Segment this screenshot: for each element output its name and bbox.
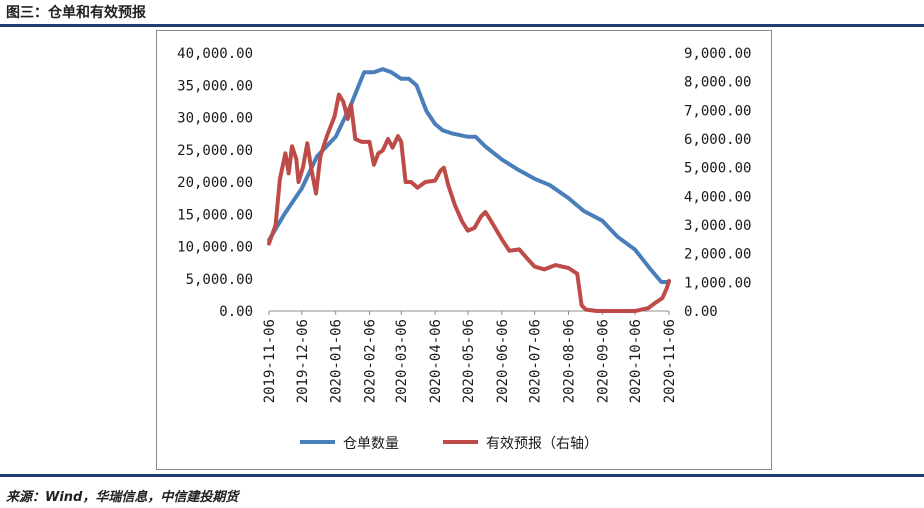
top-rule [0, 24, 924, 27]
y-left-tick-label: 0.00 [219, 304, 253, 320]
y-right-tick-label: 9,000.00 [684, 46, 751, 62]
y-right-tick-label: 4,000.00 [684, 189, 751, 205]
x-tick-label: 2020-09-06 [595, 319, 611, 403]
y-right-tick-label: 3,000.00 [684, 218, 751, 234]
x-tick-label: 2020-03-06 [394, 319, 410, 403]
x-tick-label: 2019-12-06 [295, 319, 311, 403]
x-tick-label: 2020-08-06 [561, 319, 577, 403]
y-left-tick-label: 35,000.00 [177, 78, 253, 94]
legend-label-warrants: 仓单数量 [343, 436, 399, 452]
x-tick-label: 2020-05-06 [461, 319, 477, 403]
chart-frame [156, 30, 772, 470]
x-tick-label: 2020-07-06 [528, 319, 544, 403]
y-left-tick-label: 20,000.00 [177, 175, 253, 191]
x-tick-label: 2020-04-06 [428, 319, 444, 403]
y-left-tick-label: 10,000.00 [177, 240, 253, 256]
series-line-forecast [267, 92, 671, 313]
y-left-tick-label: 30,000.00 [177, 111, 253, 127]
y-right-tick-label: 7,000.00 [684, 103, 751, 119]
x-tick-label: 2020-06-06 [495, 319, 511, 403]
left-axis-ticks: 0.00 5,000.00 10,000.00 15,000.00 20,000.00 2… [177, 46, 253, 320]
y-right-tick-label: 0.00 [684, 304, 718, 320]
x-axis-ticks: 2019-11-06 2019-12-06 2020-01-06 2020-02-06… [262, 311, 678, 403]
legend: 仓单数量 有效预报（右轴） [300, 436, 598, 452]
series-line-warrants [267, 67, 671, 284]
figure-title: 图三：仓单和有效预报 [6, 5, 146, 21]
x-tick-label: 2020-02-06 [363, 319, 379, 403]
y-left-tick-label: 5,000.00 [186, 272, 253, 288]
bottom-rule [0, 474, 924, 477]
y-right-tick-label: 5,000.00 [684, 161, 751, 177]
y-right-tick-label: 8,000.00 [684, 75, 751, 91]
legend-label-forecast: 有效预报（右轴） [486, 436, 598, 452]
x-tick-label: 2020-01-06 [329, 319, 345, 403]
x-tick-label: 2020-11-06 [662, 319, 678, 403]
source-note: 来源：Wind，华瑞信息，中信建投期货 [6, 490, 239, 505]
y-right-tick-label: 2,000.00 [684, 247, 751, 263]
y-left-tick-label: 40,000.00 [177, 46, 253, 62]
x-tick-label: 2019-11-06 [262, 319, 278, 403]
right-axis-ticks: 0.00 1,000.00 2,000.00 3,000.00 4,000.00 5,00… [684, 46, 751, 320]
x-tick-label: 2020-10-06 [628, 319, 644, 403]
y-right-tick-label: 6,000.00 [684, 132, 751, 148]
y-right-tick-label: 1,000.00 [684, 275, 751, 291]
y-left-tick-label: 25,000.00 [177, 143, 253, 159]
y-left-tick-label: 15,000.00 [177, 207, 253, 223]
